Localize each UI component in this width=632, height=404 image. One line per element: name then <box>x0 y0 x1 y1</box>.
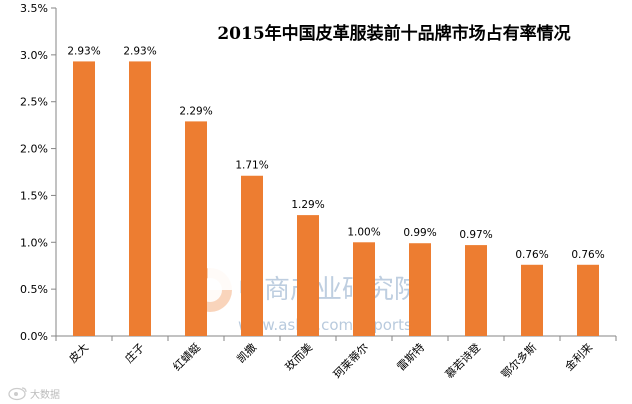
y-tick-label: 2.5% <box>20 96 48 109</box>
data-label: 2.29% <box>179 105 212 117</box>
data-label: 1.00% <box>347 226 380 238</box>
credit-text: 大数据 <box>30 388 60 401</box>
data-label: 1.71% <box>235 160 268 172</box>
chart-title: 2015年中国皮革服装前十品牌市场占有率情况 <box>217 23 570 44</box>
y-tick-label: 1.5% <box>20 189 48 202</box>
bar <box>353 242 375 336</box>
category-label: 雷斯特 <box>394 340 427 373</box>
y-tick-label: 0.5% <box>20 283 48 296</box>
category-label: 鄂尔多斯 <box>498 340 539 381</box>
bar <box>241 175 263 336</box>
bar <box>297 215 319 336</box>
data-label: 0.76% <box>571 249 604 261</box>
category-label: 慕若诗登 <box>442 340 483 381</box>
watermark-url: www.askci.com/reports/ <box>238 316 418 334</box>
data-label: 0.97% <box>459 229 492 241</box>
category-label: 红蜻蜓 <box>170 340 203 373</box>
axes: 0.0% 0.5% 1.0% 1.5% 2.0% 2.5% 3.0% 3.5% <box>20 2 617 343</box>
watermark-brand: 中商产业研究院 <box>238 275 420 305</box>
category-label: 皮大 <box>66 340 91 365</box>
y-tick-label: 3.5% <box>20 2 48 15</box>
category-label: 玫而美 <box>282 340 315 373</box>
data-label: 0.99% <box>403 227 436 239</box>
category-label: 金利来 <box>562 340 595 373</box>
bar <box>577 264 599 336</box>
data-label: 0.76% <box>515 249 548 261</box>
bar <box>409 243 431 336</box>
bar <box>73 61 95 336</box>
data-label: 2.93% <box>123 45 156 57</box>
data-label: 2.93% <box>67 45 100 57</box>
bar <box>185 121 207 336</box>
category-label: 凯撒 <box>234 340 259 365</box>
y-tick-label: 3.0% <box>20 49 48 62</box>
category-label: 庄子 <box>122 340 147 365</box>
bar <box>129 61 151 336</box>
bar <box>521 264 543 336</box>
data-label: 1.29% <box>291 199 324 211</box>
category-label: 珂莱蒂尔 <box>331 341 371 381</box>
y-tick-label: 1.0% <box>20 236 48 249</box>
y-tick-label: 2.0% <box>20 143 48 156</box>
weibo-icon <box>8 387 27 401</box>
bar <box>465 245 487 336</box>
y-tick-label: 0.0% <box>20 330 48 343</box>
